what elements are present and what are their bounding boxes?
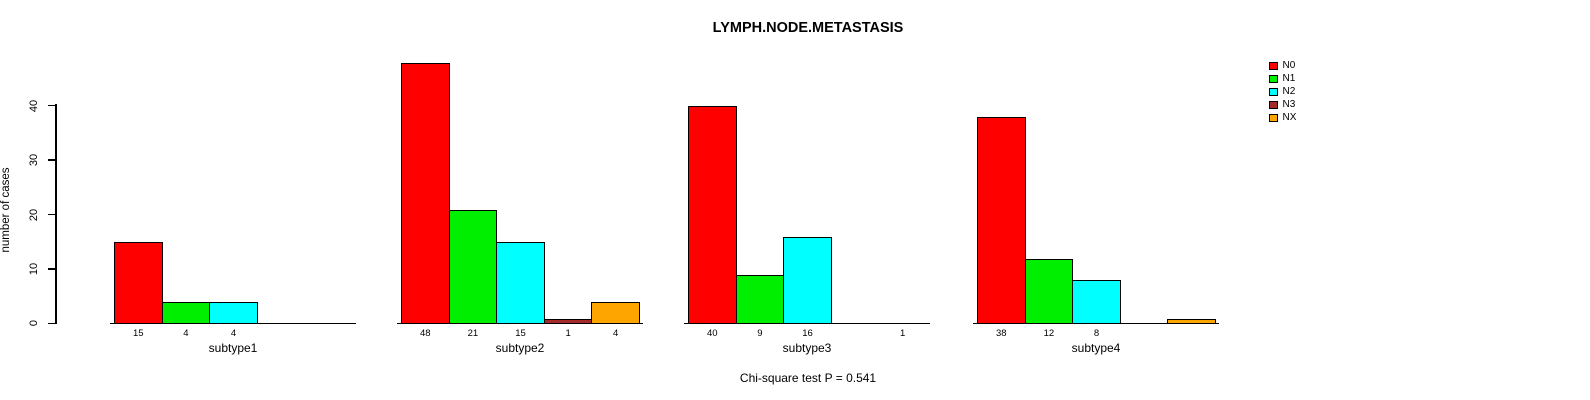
bar-N3-subtype2	[543, 318, 593, 324]
bar-N0-subtype3	[688, 106, 737, 324]
bar-value-label: 4	[183, 328, 189, 339]
chart-title: LYMPH.NODE.METASTASIS	[712, 20, 904, 36]
legend-item-N3: N3	[1269, 98, 1296, 110]
bar-NX-subtype4	[1167, 318, 1216, 324]
bar-value-label: 40	[707, 328, 718, 339]
y-axis-tick-label: 40	[28, 99, 40, 112]
bar-N2-subtype1	[209, 302, 258, 324]
bar-NX-subtype2	[591, 302, 640, 324]
legend-label: NX	[1282, 111, 1297, 123]
y-axis-label: number of cases	[0, 167, 12, 253]
legend-swatch-icon	[1269, 100, 1278, 109]
y-axis-tick-label: 0	[28, 320, 40, 327]
bar-N1-subtype1	[161, 302, 211, 324]
bar-value-label: 1	[900, 328, 906, 339]
y-axis-tick	[48, 322, 55, 324]
legend-swatch-icon	[1269, 113, 1278, 122]
x-category-label: subtype1	[208, 341, 258, 355]
bar-value-label: 4	[230, 328, 237, 339]
y-axis-tick	[48, 268, 55, 270]
bar-N2-subtype3	[783, 236, 832, 324]
legend-item-N0: N0	[1269, 59, 1296, 71]
bar-value-label: 15	[515, 328, 526, 339]
bar-N0-subtype4	[977, 117, 1026, 324]
bar-value-label: 48	[420, 328, 431, 339]
bar-value-label: 21	[467, 328, 479, 339]
legend-item-N2: N2	[1269, 85, 1296, 97]
legend-label: N1	[1282, 72, 1296, 84]
legend-label: N0	[1282, 59, 1296, 71]
y-axis-tick	[48, 159, 55, 161]
bar-value-label: 38	[996, 328, 1007, 339]
x-category-label: subtype2	[495, 341, 545, 355]
legend-swatch-icon	[1269, 87, 1278, 96]
x-category-label: subtype4	[1071, 341, 1121, 355]
legend-swatch-icon	[1269, 74, 1278, 83]
legend-item-N1: N1	[1269, 72, 1296, 84]
bar-N0-subtype1	[114, 242, 163, 324]
y-axis-tick-label: 20	[28, 208, 40, 221]
bar-value-label: 8	[1093, 328, 1100, 339]
bar-value-label: 9	[757, 328, 763, 339]
y-axis-line	[55, 103, 57, 324]
bar-N2-subtype4	[1072, 280, 1121, 324]
chart-legend: N0 N1 N2 N3 NX	[1269, 59, 1297, 123]
bar-value-label: 15	[133, 328, 144, 339]
y-axis-tick	[48, 213, 55, 216]
legend-item-NX: NX	[1269, 111, 1297, 123]
legend-swatch-icon	[1269, 61, 1278, 70]
y-axis-tick-label: 10	[28, 262, 40, 276]
bar-value-label: 12	[1043, 328, 1055, 339]
bar-N1-subtype3	[735, 275, 785, 324]
y-axis-tick-label: 30	[28, 153, 40, 167]
bar-value-label: 4	[613, 328, 619, 339]
bar-N2-subtype2	[496, 242, 545, 324]
x-category-label: subtype3	[782, 341, 832, 355]
chi-square-annotation: Chi-square test P = 0.541	[739, 371, 877, 385]
bar-N0-subtype2	[401, 62, 450, 324]
bar-N1-subtype2	[448, 209, 498, 324]
bar-N1-subtype4	[1024, 258, 1074, 324]
y-axis-tick	[48, 104, 55, 107]
bar-value-label: 16	[802, 328, 813, 339]
legend-label: N2	[1282, 85, 1296, 97]
legend-label: N3	[1282, 98, 1296, 110]
bar-value-label: 1	[565, 328, 571, 339]
